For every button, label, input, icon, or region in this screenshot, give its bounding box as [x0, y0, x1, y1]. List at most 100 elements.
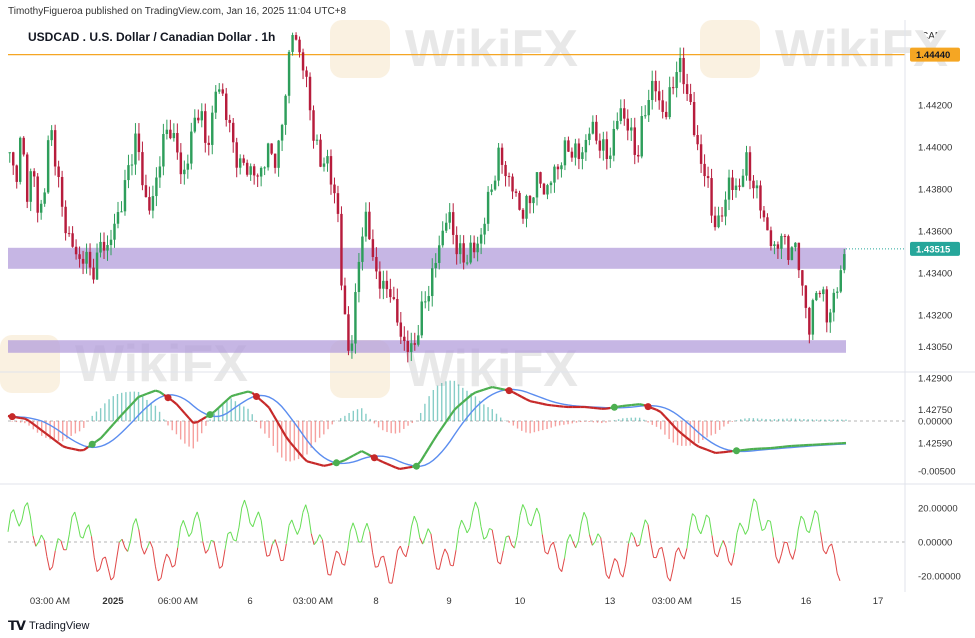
osc-line-segment: [633, 536, 638, 547]
candle: [134, 123, 137, 175]
osc-line-segment: [647, 524, 652, 543]
candle-body: [703, 163, 706, 177]
osc-line-segment: [552, 542, 557, 553]
macd-line-segment: [116, 414, 123, 421]
candle-body: [305, 70, 308, 77]
osc-line-segment: [636, 544, 640, 547]
osc-line-segment: [68, 516, 73, 535]
candle: [368, 202, 371, 240]
osc-line-segment: [419, 537, 424, 545]
osc-line-segment: [313, 540, 318, 546]
osc-line-segment: [733, 532, 738, 553]
candle: [776, 241, 780, 259]
price-tick-label: 1.43800: [918, 185, 952, 196]
osc-line-segment: [333, 550, 337, 563]
macd-line-segment: [651, 407, 657, 411]
price-pane[interactable]: [8, 32, 905, 363]
osc-line-segment: [600, 537, 604, 556]
price-tick-label: 1.44000: [918, 143, 952, 154]
candle: [476, 236, 479, 262]
candle-body: [511, 176, 514, 192]
macd-line-segment: [247, 390, 253, 394]
candle: [479, 228, 483, 255]
osc-line-segment: [558, 567, 563, 572]
macd-line-segment: [361, 450, 367, 455]
candle-body: [266, 143, 270, 168]
candle-body: [623, 108, 626, 119]
osc-line-segment: [163, 553, 168, 564]
osc-line-segment: [700, 525, 705, 535]
osc-line-segment: [230, 531, 234, 540]
osc-line-segment: [233, 539, 237, 542]
candle: [560, 162, 563, 178]
candle-body: [633, 127, 636, 155]
chart-title: USDCAD . U.S. Dollar / Canadian Dollar .…: [28, 30, 276, 44]
osc-line-segment: [252, 518, 257, 527]
candle-body: [329, 156, 333, 185]
macd-line-segment: [428, 440, 435, 449]
time-tick-label: 17: [873, 596, 884, 607]
macd-line-segment: [453, 405, 460, 411]
candle-body: [441, 230, 444, 246]
time-tick-label: 6: [247, 596, 252, 607]
candle: [500, 143, 504, 174]
osc-line-segment: [202, 541, 207, 554]
candle-body: [190, 131, 193, 164]
candle-body: [787, 236, 790, 260]
osc-line-segment: [330, 561, 335, 576]
candle: [176, 123, 179, 160]
candle-body: [64, 206, 67, 234]
candle: [825, 286, 829, 333]
osc-line-segment: [533, 507, 538, 517]
osc-line-segment: [221, 549, 226, 567]
candle-body: [392, 297, 396, 299]
candle-body: [417, 335, 420, 345]
candle-body: [53, 130, 57, 167]
candle: [361, 227, 364, 271]
macd-pane[interactable]: [7, 380, 905, 470]
candle: [598, 133, 602, 159]
osc-line-segment: [444, 548, 449, 555]
candle-body: [123, 180, 127, 212]
macd-line-segment: [348, 454, 354, 459]
candle-body: [671, 87, 675, 89]
candle: [567, 136, 570, 153]
candle: [392, 286, 396, 301]
macd-line-segment: [344, 456, 350, 462]
oscillator-pane[interactable]: [7, 498, 905, 584]
candle-body: [486, 191, 490, 224]
macd-line-segment: [264, 402, 270, 409]
candle-body: [483, 223, 486, 235]
macd-line-segment: [352, 452, 359, 457]
osc-line-segment: [43, 539, 48, 557]
osc-line-segment: [180, 520, 184, 528]
osc-line-segment: [794, 528, 799, 550]
candle: [266, 142, 270, 171]
candle-body: [724, 199, 727, 217]
osc-line-segment: [296, 527, 301, 535]
candle: [748, 146, 752, 190]
macd-line-segment: [16, 416, 21, 420]
candle-body: [186, 163, 190, 170]
osc-line-segment: [166, 553, 170, 559]
tradingview-footer[interactable]: 𝗧𝗩 TradingView: [8, 618, 89, 634]
candle: [162, 123, 165, 176]
candle-body: [553, 166, 556, 183]
candle: [661, 89, 664, 119]
price-tick-label: 1.44200: [918, 101, 952, 112]
candle: [437, 235, 441, 270]
candle-body: [200, 111, 204, 121]
osc-line-segment: [182, 520, 187, 529]
osc-line-segment: [369, 531, 374, 553]
candle: [399, 312, 403, 345]
osc-line-segment: [714, 553, 718, 558]
osc-line-segment: [355, 530, 360, 543]
candle-body: [619, 108, 623, 121]
candle-body: [92, 267, 95, 280]
osc-line-segment: [35, 541, 40, 547]
macd-line-segment: [45, 432, 51, 438]
macd-line-segment: [382, 460, 388, 465]
candle: [15, 164, 18, 189]
candle: [619, 99, 623, 125]
